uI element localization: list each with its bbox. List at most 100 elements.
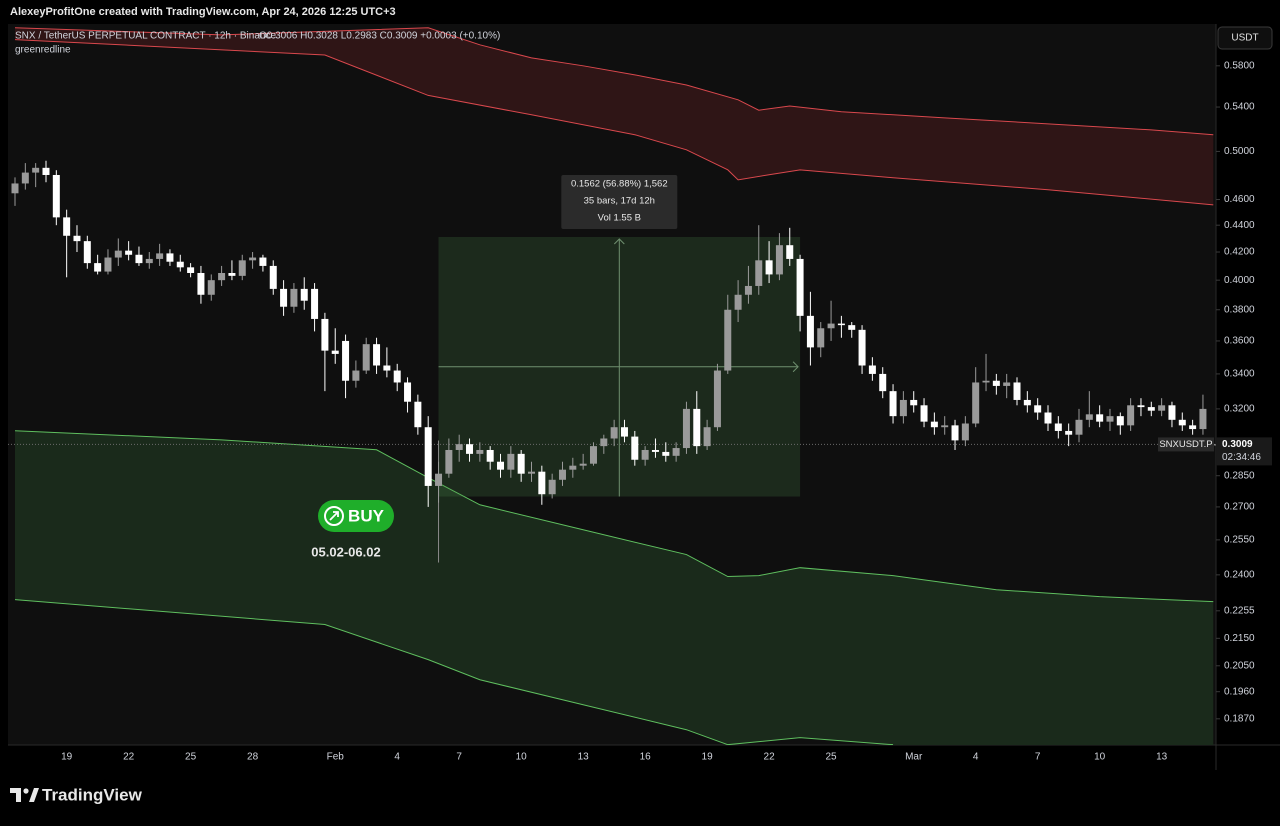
candle-body bbox=[755, 260, 763, 286]
candle-body bbox=[83, 241, 91, 264]
candle-body bbox=[238, 260, 246, 276]
candle-body bbox=[259, 257, 267, 266]
candle-body bbox=[197, 272, 205, 295]
candle-body bbox=[837, 323, 845, 326]
channel-fill bbox=[15, 430, 1214, 745]
header: AlexeyProfitOne created with TradingView… bbox=[10, 6, 396, 18]
candle-body bbox=[765, 260, 773, 275]
y-tick-label: 0.2700 bbox=[1224, 502, 1255, 513]
measure-v-head bbox=[613, 238, 625, 245]
candle-body bbox=[1003, 382, 1011, 386]
candle-body bbox=[1096, 414, 1104, 422]
candle-body bbox=[145, 258, 153, 264]
candle-body bbox=[42, 167, 50, 175]
candle-body bbox=[899, 399, 907, 417]
x-tick-label: 25 bbox=[826, 752, 838, 763]
logo-mark bbox=[10, 788, 21, 802]
candle-body bbox=[1137, 405, 1145, 408]
candle-body bbox=[507, 453, 515, 470]
candle-body bbox=[868, 365, 876, 374]
candle-body bbox=[920, 405, 928, 422]
logo-slash bbox=[29, 788, 39, 802]
candle-body bbox=[992, 380, 1000, 386]
x-tick-label: Mar bbox=[905, 752, 923, 763]
candle-body bbox=[104, 257, 112, 272]
candle-body bbox=[21, 172, 29, 184]
candle-body bbox=[207, 280, 215, 295]
currency-button[interactable] bbox=[1217, 26, 1273, 50]
candle-body bbox=[300, 288, 308, 301]
y-tick-label: 0.3200 bbox=[1224, 404, 1255, 415]
candle-body bbox=[1034, 405, 1042, 413]
candle-body bbox=[631, 436, 639, 460]
x-tick-label: 22 bbox=[123, 752, 135, 763]
x-tick-label: 10 bbox=[516, 752, 528, 763]
y-tick-label: 0.4000 bbox=[1224, 275, 1255, 286]
x-tick-label: 13 bbox=[1156, 752, 1168, 763]
candle-body bbox=[1075, 419, 1083, 435]
candle-body bbox=[393, 370, 401, 383]
candle-body bbox=[63, 217, 71, 236]
candle-body bbox=[73, 235, 81, 242]
channel-line bbox=[14, 27, 1214, 136]
candle-body bbox=[1116, 416, 1124, 426]
x-tick-label: 19 bbox=[702, 752, 714, 763]
x-tick-label: 16 bbox=[640, 752, 652, 763]
measure-label: Vol 1.55 B bbox=[598, 212, 641, 223]
candle-body bbox=[517, 453, 525, 474]
candle-body bbox=[228, 272, 236, 276]
channel-line bbox=[14, 430, 1214, 603]
currency-label[interactable]: USDT bbox=[1231, 33, 1258, 44]
candle-body bbox=[941, 425, 949, 428]
measure-label: 0.1562 (56.88%) 1,562 bbox=[571, 178, 668, 189]
candle-body bbox=[1178, 419, 1186, 426]
candle-body bbox=[32, 167, 40, 173]
logo-dot bbox=[23, 788, 29, 794]
candle-body bbox=[362, 344, 370, 371]
footer-brand: TradingView bbox=[42, 785, 143, 804]
candle-body bbox=[1168, 405, 1176, 420]
measure-h-head bbox=[792, 361, 799, 373]
candle-body bbox=[321, 318, 329, 351]
candle-body bbox=[94, 263, 102, 272]
x-tick-label: 10 bbox=[1094, 752, 1106, 763]
candle-body bbox=[682, 408, 690, 449]
x-tick-label: 7 bbox=[1035, 752, 1041, 763]
price-tag-label: 0.3009 bbox=[1222, 439, 1253, 450]
candle-body bbox=[290, 288, 298, 307]
x-tick-label: 4 bbox=[973, 752, 979, 763]
candle-body bbox=[610, 427, 618, 439]
overlay-layer: 0.1562 (56.88%) 1,562 35 bars, 17d 12h Vol… bbox=[311, 174, 1272, 559]
y-tick-label: 0.2255 bbox=[1224, 605, 1255, 616]
candle-body bbox=[342, 340, 350, 381]
candle-body bbox=[827, 323, 835, 329]
candle-body bbox=[848, 325, 856, 330]
y-tick-label: 0.3400 bbox=[1224, 369, 1255, 380]
candle-body bbox=[52, 174, 60, 218]
candle-body bbox=[672, 448, 680, 456]
candle-body bbox=[548, 479, 556, 495]
candle-body bbox=[311, 288, 319, 319]
y-tick-label: 0.3600 bbox=[1224, 336, 1255, 347]
candle-body bbox=[424, 427, 432, 486]
y-tick-label: 0.2400 bbox=[1224, 569, 1255, 580]
candle-body bbox=[589, 446, 597, 464]
price-tag bbox=[1216, 437, 1272, 466]
candle-body bbox=[796, 258, 804, 316]
candle-body bbox=[187, 267, 195, 273]
candle-body bbox=[466, 444, 474, 454]
candle-body bbox=[1085, 414, 1093, 420]
x-tick-label: 22 bbox=[764, 752, 776, 763]
candle-body bbox=[176, 261, 184, 268]
candle-body bbox=[528, 471, 535, 474]
y-tick-label: 0.4400 bbox=[1224, 220, 1255, 231]
candle-body bbox=[961, 423, 969, 441]
candle-body bbox=[724, 309, 732, 371]
candle-body bbox=[476, 449, 484, 454]
candle-body bbox=[414, 401, 422, 428]
candle-body bbox=[1065, 430, 1073, 435]
candle-body bbox=[1158, 405, 1166, 411]
candle-body bbox=[1199, 408, 1207, 430]
symbol-tag-label: SNXUSDT.P bbox=[1159, 439, 1212, 450]
